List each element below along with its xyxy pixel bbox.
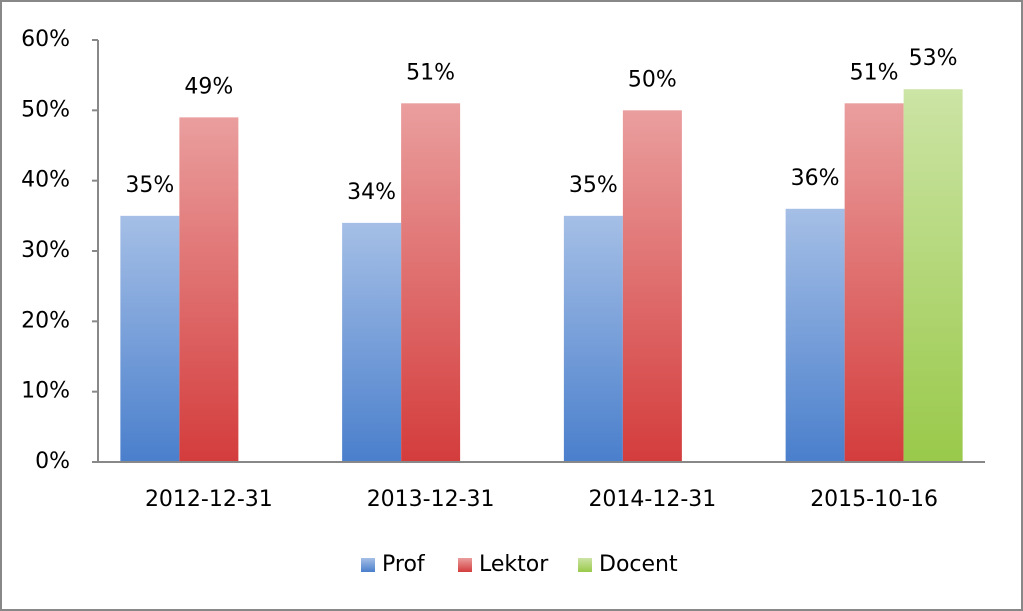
legend-label: Lektor bbox=[479, 552, 549, 577]
legend-swatch bbox=[578, 558, 592, 572]
y-tick-label: 60% bbox=[21, 27, 70, 52]
x-tick-label: 2014-12-31 bbox=[588, 487, 716, 512]
y-tick-label: 50% bbox=[21, 97, 70, 122]
legend-swatch bbox=[458, 558, 472, 572]
bar bbox=[342, 222, 402, 462]
bar bbox=[120, 215, 180, 462]
value-label: 34% bbox=[347, 180, 396, 205]
x-tick-label: 2012-12-31 bbox=[145, 487, 273, 512]
legend-swatch bbox=[361, 558, 375, 572]
value-label: 51% bbox=[850, 60, 899, 85]
bar bbox=[785, 208, 845, 462]
y-tick-label: 10% bbox=[21, 379, 70, 404]
y-tick-label: 20% bbox=[21, 308, 70, 333]
x-tick-label: 2013-12-31 bbox=[367, 487, 495, 512]
value-label: 35% bbox=[569, 173, 618, 198]
bar bbox=[844, 103, 904, 463]
value-label: 53% bbox=[909, 46, 958, 71]
x-tick-label: 2015-10-16 bbox=[810, 487, 938, 512]
y-tick-label: 30% bbox=[21, 238, 70, 263]
bar bbox=[179, 117, 239, 462]
y-tick-label: 40% bbox=[21, 168, 70, 193]
value-label: 49% bbox=[184, 74, 233, 99]
legend-label: Prof bbox=[382, 552, 426, 577]
legend-label: Docent bbox=[599, 552, 678, 577]
bar bbox=[903, 89, 963, 462]
y-tick-label: 0% bbox=[35, 449, 70, 474]
bar bbox=[622, 110, 682, 462]
value-label: 36% bbox=[791, 166, 840, 191]
bar bbox=[563, 215, 623, 462]
value-label: 50% bbox=[628, 67, 677, 92]
value-label: 35% bbox=[125, 173, 174, 198]
value-label: 51% bbox=[406, 60, 455, 85]
bar bbox=[401, 103, 461, 463]
